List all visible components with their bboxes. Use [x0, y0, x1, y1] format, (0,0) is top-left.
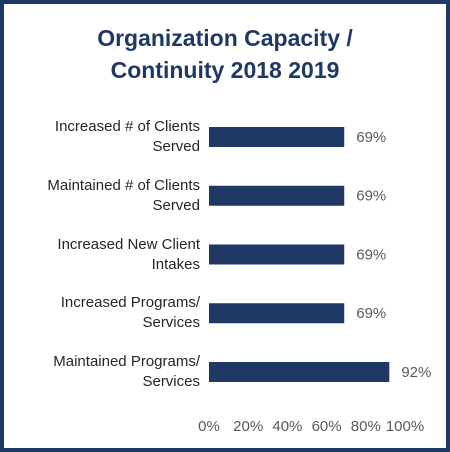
bar — [209, 303, 345, 324]
value-label: 69% — [356, 305, 386, 322]
bar — [209, 362, 390, 382]
y-tick-label: Increased New Client Intakes — [57, 235, 200, 273]
value-label: 69% — [356, 188, 386, 205]
x-tick-label: 80% — [351, 418, 381, 435]
bar — [209, 244, 345, 265]
x-tick-label: 100% — [386, 418, 424, 435]
y-tick-label: Maintained Programs/ Services — [53, 353, 200, 390]
plot: 0% 20% 40% 60% 80% 100% 69% 69% 69% 69% 92% — [198, 127, 431, 435]
x-tick-label: 20% — [233, 418, 263, 435]
chart-title: Organization Capacity / Continuity 2018 … — [97, 25, 353, 83]
value-label: 69% — [356, 246, 386, 263]
y-tick-label: Maintained # of Clients Served — [47, 176, 200, 214]
bar — [209, 127, 345, 147]
value-label: 69% — [356, 129, 386, 146]
value-label: 92% — [401, 364, 431, 381]
bar — [209, 185, 345, 206]
y-tick-label: Increased Programs/ Services — [60, 294, 200, 332]
x-tick-label: 60% — [312, 418, 342, 435]
x-tick-label: 40% — [272, 418, 302, 435]
x-tick-label: 0% — [198, 418, 220, 435]
y-tick-label: Increased # of Clients Served — [54, 118, 200, 155]
